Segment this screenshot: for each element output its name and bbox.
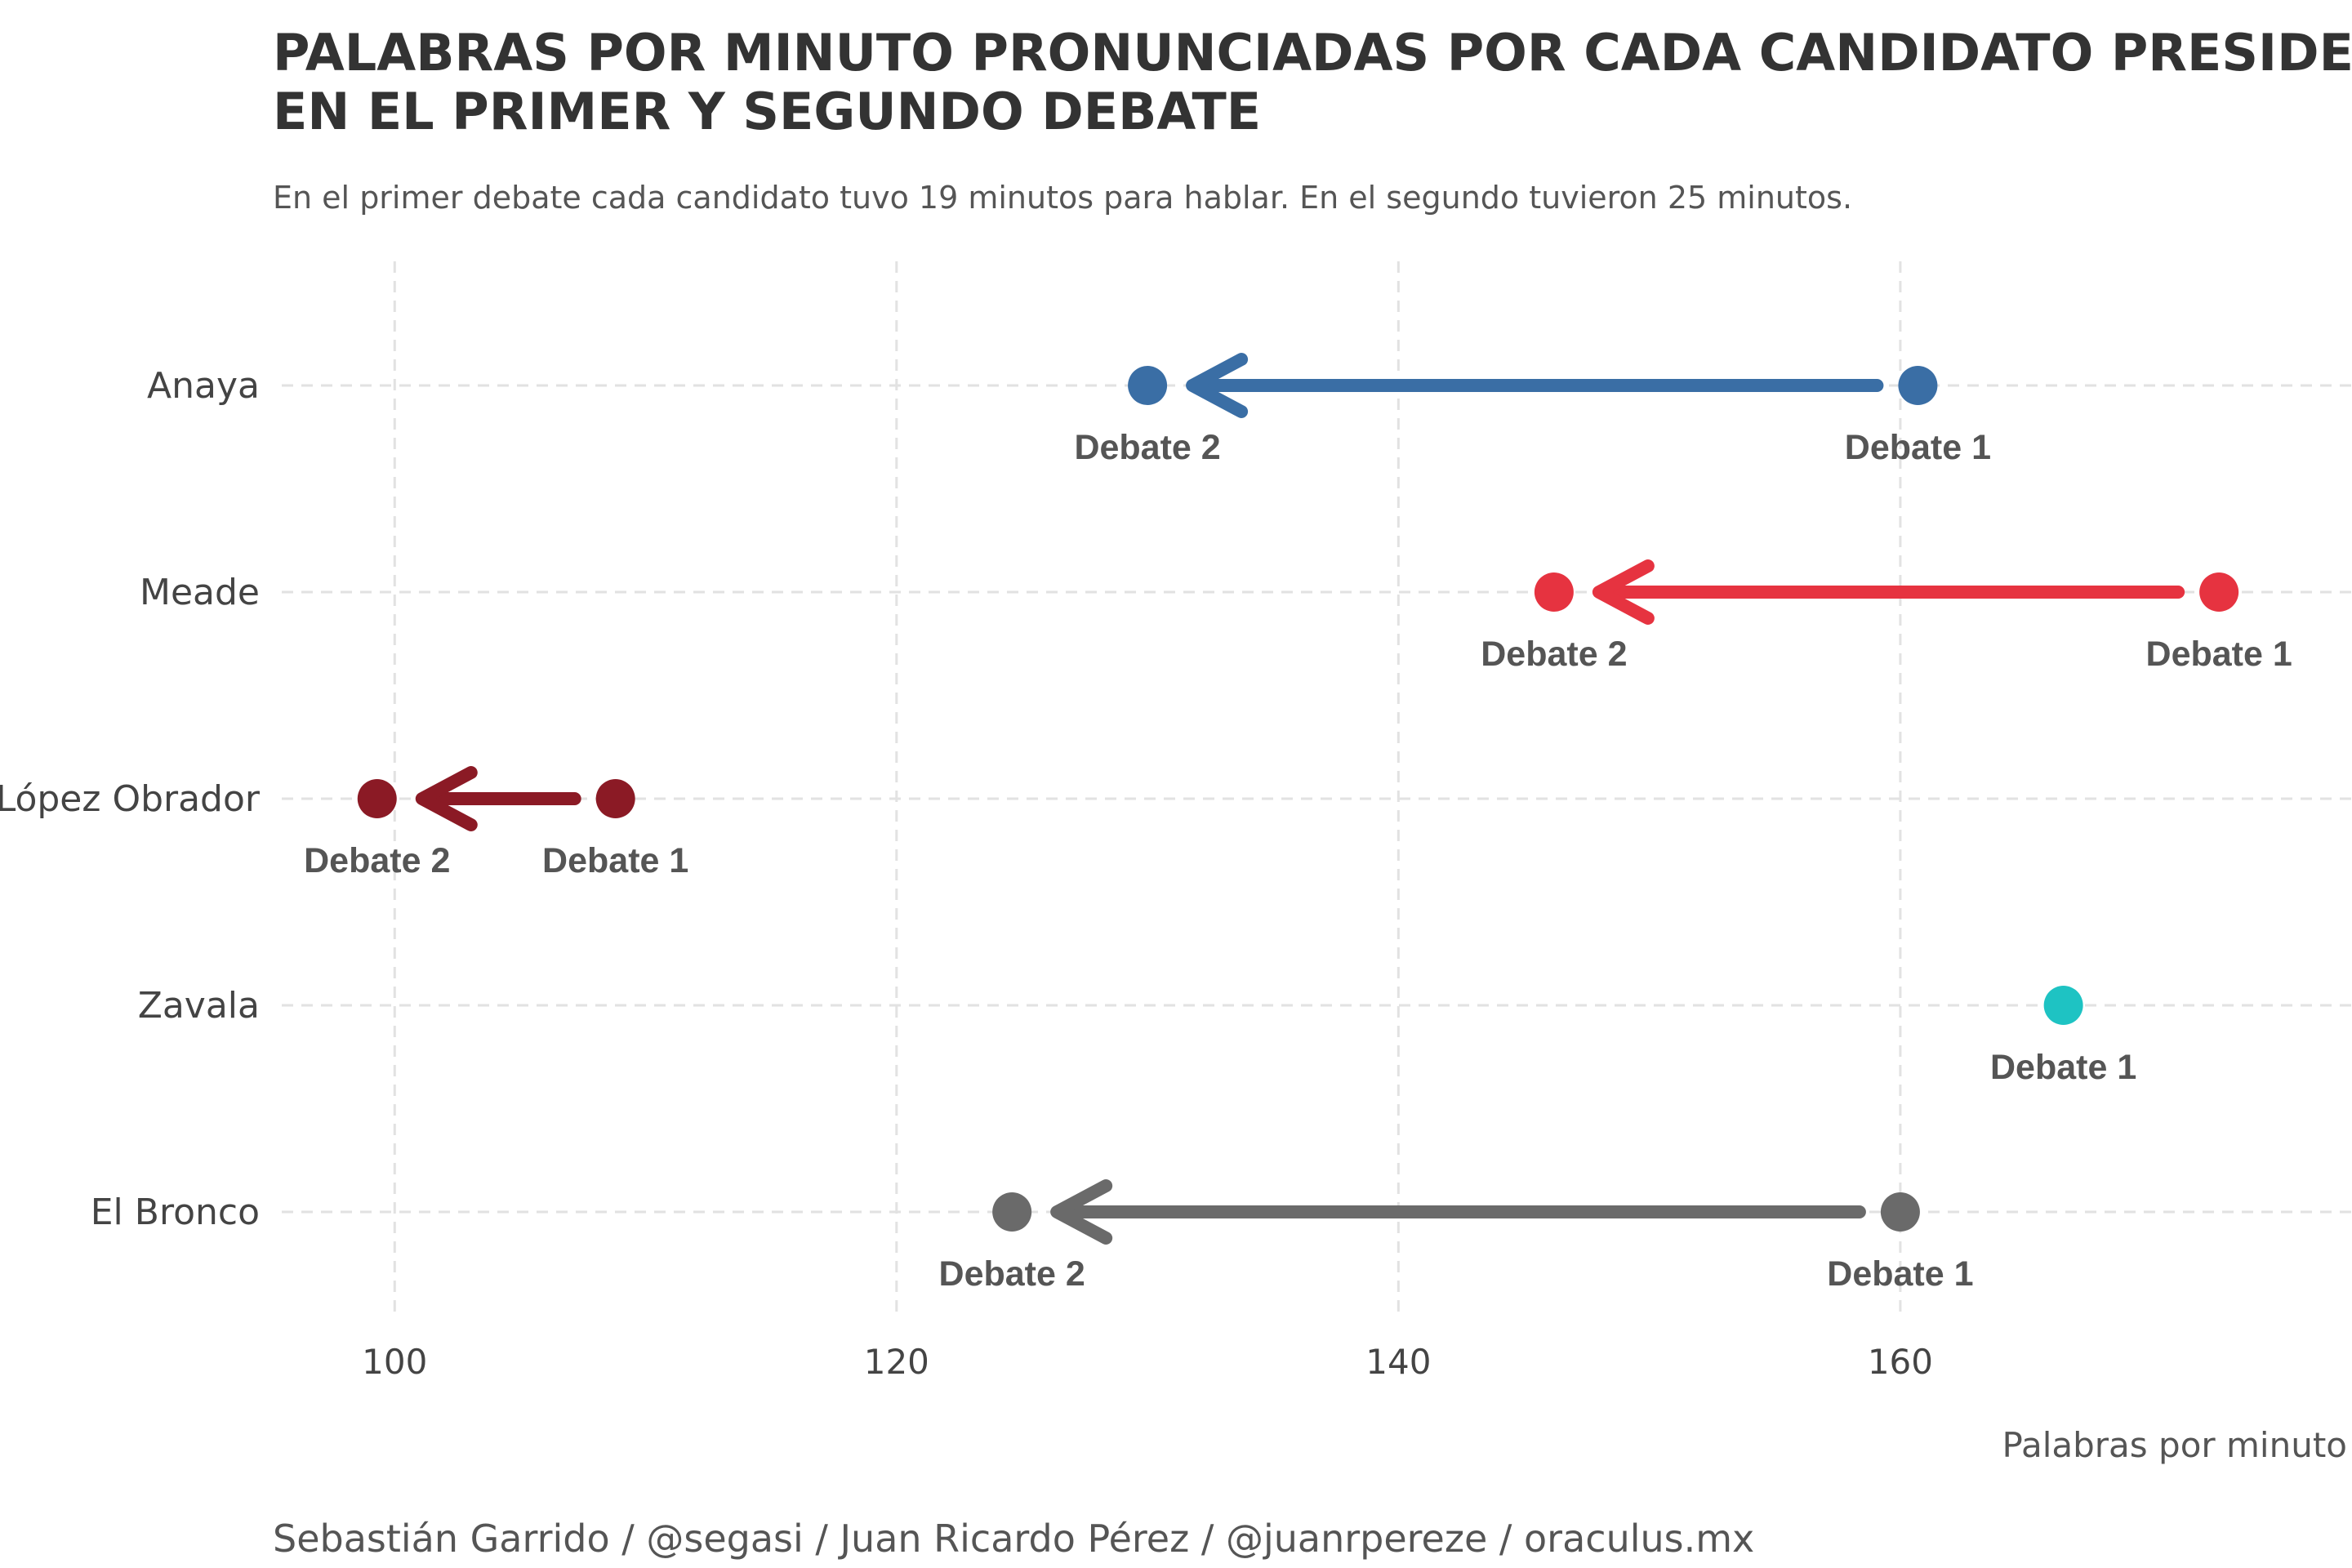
debate2-point [992,1192,1032,1232]
debate2-label: Debate 2 [304,841,450,880]
debate1-point [595,779,635,818]
chart-title-line2: EN EL PRIMER Y SEGUNDO DEBATE [273,82,1261,141]
debate1-point [2043,986,2083,1025]
change-arrow-head [415,766,478,831]
debate1-label: Debate 1 [2146,635,2292,674]
y-label-1: Meade [140,572,260,613]
series-4: Debate 2 Debate 1 [939,1179,1974,1294]
x-tick-label: 160 [1868,1342,1933,1382]
debate1-label: Debate 1 [1845,428,1991,467]
debate2-point [357,779,397,818]
y-axis-labels: Anaya Meade López Obrador Zavala El Bronco [0,365,261,1233]
change-arrow-head [1186,353,1249,418]
x-axis-ticks: 100 120 140 160 [362,1342,1933,1382]
debate1-point [2199,572,2239,612]
change-arrow-head [1592,559,1655,625]
debate1-label: Debate 1 [542,841,688,880]
x-tick-label: 140 [1365,1342,1431,1382]
debate2-point [1534,572,1574,612]
debate1-label: Debate 1 [1990,1048,2136,1087]
series-2: Debate 2 Debate 1 [304,766,688,880]
debate1-point [1898,366,1938,405]
y-label-4: El Bronco [91,1192,260,1233]
x-tick-label: 100 [362,1342,427,1382]
y-label-3: Zavala [138,985,260,1027]
x-axis-title: Palabras por minuto [2002,1425,2347,1465]
x-tick-label: 120 [864,1342,929,1382]
y-label-0: Anaya [147,365,260,407]
series-3: Debate 1 [1990,986,2136,1087]
debate2-label: Debate 2 [1074,428,1220,467]
series-0: Debate 2 Debate 1 [1074,353,1991,467]
chart-title-line1: PALABRAS POR MINUTO PRONUNCIADAS POR CAD… [273,23,2352,82]
debate1-point [1880,1192,1920,1232]
chart-caption: Sebastián Garrido / @segasi / Juan Ricar… [273,1517,1754,1561]
debate2-label: Debate 2 [1481,635,1627,674]
series-1: Debate 2 Debate 1 [1481,559,2292,674]
y-label-2: López Obrador [0,778,261,820]
change-arrow-head [1050,1179,1113,1245]
chart-subtitle: En el primer debate cada candidato tuvo … [273,180,1852,216]
debate2-point [1128,366,1168,405]
debate1-label: Debate 1 [1827,1254,1973,1294]
gridlines [282,261,2352,1315]
debate2-label: Debate 2 [939,1254,1085,1294]
